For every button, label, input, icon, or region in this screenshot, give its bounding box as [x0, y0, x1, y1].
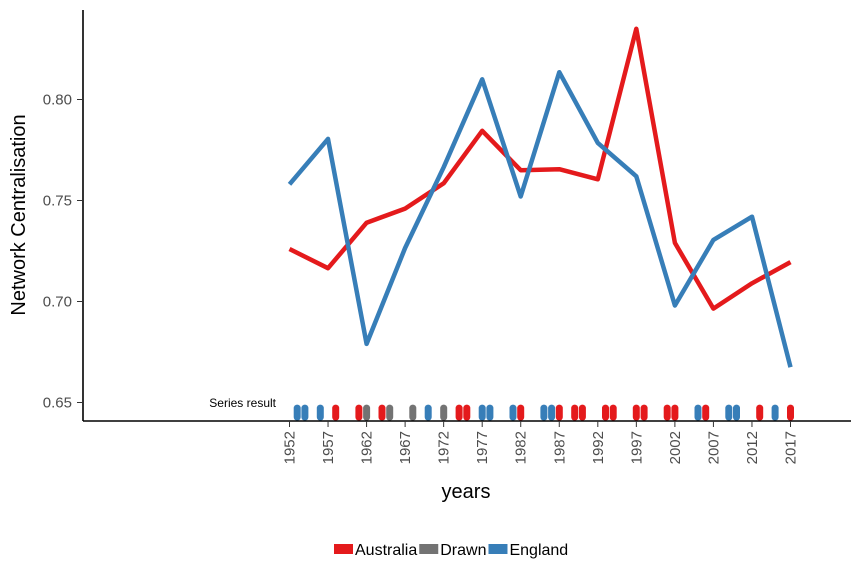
x-tick-label: 2007 [705, 431, 722, 464]
x-ticks: 1952 1957 1962 1967 1972 1977 1982 1987 1992 1997… [282, 421, 800, 464]
result-marker-drawn [409, 404, 417, 421]
result-marker-england [301, 404, 309, 421]
result-marker-england [424, 404, 432, 421]
series-result-markers [293, 404, 794, 421]
x-tick-label: 1982 [513, 431, 530, 464]
legend-label: Drawn [440, 542, 486, 559]
y-tick-label: 0.70 [43, 294, 72, 311]
x-tick-label: 1992 [590, 431, 607, 464]
result-marker-australia [555, 404, 563, 421]
result-marker-australia [787, 404, 794, 421]
result-marker-england [486, 404, 494, 421]
result-marker-australia [663, 404, 671, 421]
x-tick-label: 2017 [783, 431, 800, 464]
result-marker-australia [632, 404, 640, 421]
legend-item-australia: Australia [334, 542, 417, 559]
series-lines [287, 26, 793, 368]
result-marker-england [509, 404, 517, 421]
x-tick-label: 1967 [397, 431, 414, 464]
series-line-australia [288, 26, 792, 311]
legend-swatch [488, 544, 508, 554]
result-marker-england [316, 404, 324, 421]
legend-item-drawn: Drawn [419, 542, 486, 559]
result-marker-australia [463, 404, 471, 421]
legend-swatch [419, 544, 439, 554]
x-tick-label: 1997 [628, 431, 645, 464]
result-marker-australia [332, 404, 340, 421]
result-marker-australia [702, 404, 710, 421]
x-tick-label: 1952 [282, 431, 299, 464]
result-marker-australia [671, 404, 679, 421]
result-marker-drawn [386, 404, 394, 421]
legend-swatch [334, 544, 353, 554]
result-marker-australia [378, 404, 386, 421]
y-tick-label: 0.80 [43, 92, 72, 109]
result-marker-australia [578, 404, 586, 421]
x-tick-label: 1962 [359, 431, 376, 464]
series-line-england [287, 69, 793, 368]
result-marker-australia [455, 404, 463, 421]
result-marker-england [725, 404, 733, 421]
result-marker-england [548, 404, 556, 421]
result-marker-australia [602, 404, 609, 421]
x-tick-label: 2002 [667, 431, 684, 464]
result-marker-england [733, 404, 740, 421]
legend-label: Australia [355, 542, 417, 559]
result-marker-australia [571, 404, 579, 421]
result-marker-drawn [363, 404, 371, 421]
result-marker-drawn [440, 404, 448, 421]
y-tick-label: 0.65 [43, 395, 72, 412]
result-marker-australia [640, 404, 648, 421]
x-tick-label: 1957 [320, 431, 337, 464]
result-marker-england [293, 404, 301, 421]
x-tick-label: 1987 [551, 431, 568, 464]
legend-label: England [509, 542, 568, 559]
result-marker-england [478, 404, 486, 421]
axes [82, 10, 851, 422]
result-marker-australia [756, 404, 764, 421]
legend-item-england: England [488, 542, 568, 559]
x-tick-label: 2012 [744, 431, 761, 464]
series-result-label: Series result [209, 396, 276, 410]
result-marker-england [771, 404, 779, 421]
x-axis-title: years [442, 481, 491, 503]
y-ticks: 0.65 0.70 0.75 0.80 [43, 92, 83, 412]
y-axis-title: Network Centralisation [8, 114, 30, 315]
result-marker-australia [517, 404, 525, 421]
result-marker-england [540, 404, 548, 421]
legend: Australia Drawn England [334, 542, 568, 559]
x-tick-label: 1972 [436, 431, 453, 464]
result-marker-england [694, 404, 702, 421]
result-marker-australia [355, 404, 363, 421]
x-tick-label: 1977 [474, 431, 491, 464]
result-marker-australia [609, 404, 617, 421]
y-tick-label: 0.75 [43, 193, 72, 210]
